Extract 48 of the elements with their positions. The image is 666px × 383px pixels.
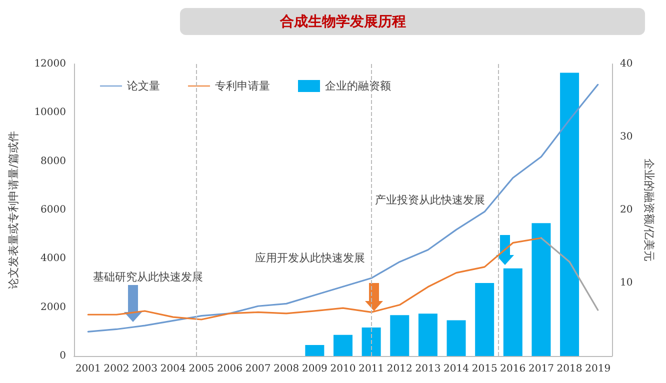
x-tick-label: 2007 <box>245 364 271 374</box>
bar <box>305 345 324 356</box>
bar <box>390 315 410 356</box>
y-tick-label: 10000 <box>34 107 66 118</box>
x-tick-label: 2008 <box>274 364 300 374</box>
y2-tick-label: 30 <box>620 132 633 142</box>
y-tick-label: 8000 <box>40 156 66 167</box>
x-tick-label: 2004 <box>160 364 186 374</box>
bar <box>418 314 438 356</box>
y-axis-title: 论文发表量或专利申请量/篇或件 <box>7 131 20 289</box>
x-tick-label: 2013 <box>415 364 441 374</box>
bar <box>560 72 580 356</box>
x-tick-label: 2009 <box>302 364 328 374</box>
x-tick-label: 2012 <box>386 364 412 374</box>
y2-tick-label: 20 <box>620 204 633 216</box>
x-tick-label: 2015 <box>472 364 498 374</box>
y2-tick-label: 40 <box>620 58 633 70</box>
x-tick-label: 2002 <box>104 364 130 374</box>
x-tick-label: 2014 <box>444 364 469 374</box>
bar <box>446 320 466 356</box>
x-tick-label: 2016 <box>500 364 526 374</box>
x-tick-label: 2018 <box>556 364 582 374</box>
x-tick-label: 2001 <box>75 364 101 374</box>
annotation: 应用开发从此快速发展 <box>255 252 365 264</box>
x-tick-label: 2006 <box>217 364 242 374</box>
bar <box>334 334 352 356</box>
y-tick-label: 4000 <box>40 253 66 264</box>
bar <box>362 328 381 356</box>
y2-axis-title: 企业的融资额/亿美元 <box>642 158 656 262</box>
x-tick-label: 2005 <box>188 364 214 374</box>
x-tick-label: 2010 <box>330 364 356 374</box>
bar <box>532 223 551 356</box>
x-tick-label: 2003 <box>132 364 158 374</box>
y-tick-label: 0 <box>60 350 66 362</box>
y-tick-label: 2000 <box>40 302 66 313</box>
bar <box>475 283 494 356</box>
y-tick-label: 12000 <box>34 58 66 70</box>
chart-title: 合成生物学发展历程 <box>280 13 406 31</box>
x-tick-label: 2011 <box>358 364 384 374</box>
annotation: 产业投资从此快速发展 <box>375 194 485 206</box>
legend-label: 专利申请量 <box>215 80 270 92</box>
y-tick-label: 6000 <box>40 204 66 216</box>
x-tick-label: 2017 <box>528 364 554 374</box>
line-series <box>87 237 542 320</box>
x-tick-label: 2019 <box>585 364 611 374</box>
y2-tick-label: 10 <box>620 278 633 288</box>
legend-label: 论文量 <box>127 80 160 92</box>
bar <box>503 268 522 356</box>
